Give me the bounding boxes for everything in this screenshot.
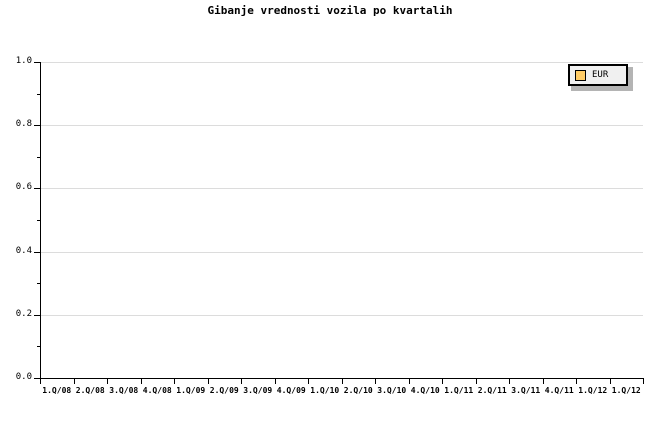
x-tick <box>509 379 510 384</box>
x-tick <box>643 379 644 384</box>
y-tick-minor <box>37 93 40 95</box>
y-axis-label: 0.2 <box>15 308 32 319</box>
chart-title: Gibanje vrednosti vozila po kvartalih <box>207 4 453 17</box>
x-axis-label: 3.Q/10 <box>377 386 407 395</box>
x-axis-label: 3.Q/09 <box>243 386 273 395</box>
y-axis-label: 0.6 <box>15 182 32 193</box>
gridline <box>40 188 643 190</box>
x-axis-label: 4.Q/10 <box>410 386 440 395</box>
x-tick <box>275 379 276 384</box>
x-axis-label: 2.Q/10 <box>343 386 373 395</box>
gridline <box>40 314 643 316</box>
x-tick <box>375 379 376 384</box>
y-axis-label: 0.4 <box>15 245 32 256</box>
x-axis-label: 1.Q/09 <box>176 386 206 395</box>
x-tick <box>442 379 443 384</box>
x-tick <box>174 379 175 384</box>
x-axis-label: 2.Q/08 <box>75 386 105 395</box>
x-axis-label: 1.Q/12 <box>578 386 608 395</box>
y-tick-major <box>34 125 40 127</box>
y-tick-minor <box>37 346 40 348</box>
y-axis-spine <box>40 62 41 379</box>
x-tick <box>543 379 544 384</box>
y-tick-minor <box>37 220 40 221</box>
x-tick <box>241 379 242 384</box>
x-axis-label: 3.Q/08 <box>109 386 139 395</box>
x-axis-label: 2.Q/09 <box>209 386 239 395</box>
x-axis-label: 1.Q/11 <box>444 386 474 395</box>
x-tick <box>576 379 577 384</box>
x-axis-label: 2.Q/11 <box>477 386 507 395</box>
x-axis-label: 4.Q/08 <box>142 386 172 395</box>
x-tick <box>409 379 410 384</box>
legend-box[interactable]: EUR <box>568 64 628 86</box>
legend-swatch-eur <box>575 69 586 81</box>
series-eur-line <box>40 62 643 378</box>
y-tick-minor <box>37 156 40 158</box>
x-tick <box>107 379 108 384</box>
x-tick <box>208 379 209 384</box>
x-axis-label: 1.Q/10 <box>310 386 340 395</box>
x-axis-label: 4.Q/11 <box>544 386 574 395</box>
legend-label-eur: EUR <box>592 69 609 80</box>
y-tick-major <box>34 188 40 190</box>
x-tick <box>141 379 142 384</box>
x-tick <box>610 379 611 384</box>
x-tick <box>476 379 477 384</box>
x-tick <box>40 379 41 384</box>
y-axis-label: 1.0 <box>15 56 32 66</box>
y-tick-major <box>34 62 40 63</box>
y-tick-major <box>34 314 40 316</box>
x-tick <box>342 379 343 384</box>
x-axis-label: 4.Q/09 <box>276 386 306 395</box>
y-tick-major <box>34 251 40 253</box>
x-axis-label: 3.Q/11 <box>511 386 541 395</box>
plot-area <box>40 62 643 379</box>
gridline <box>40 251 643 253</box>
gridline <box>40 62 643 63</box>
gridline <box>40 125 643 127</box>
x-tick <box>74 379 75 384</box>
x-tick <box>308 379 309 384</box>
y-axis-label: 0.0 <box>15 372 32 382</box>
y-tick-major <box>34 378 40 379</box>
x-axis-spine <box>40 378 644 379</box>
x-axis-label: 1.Q/12 <box>611 386 641 395</box>
x-axis-label: 1.Q/08 <box>42 386 72 395</box>
y-tick-minor <box>37 283 40 285</box>
y-axis-label: 0.8 <box>15 119 32 130</box>
